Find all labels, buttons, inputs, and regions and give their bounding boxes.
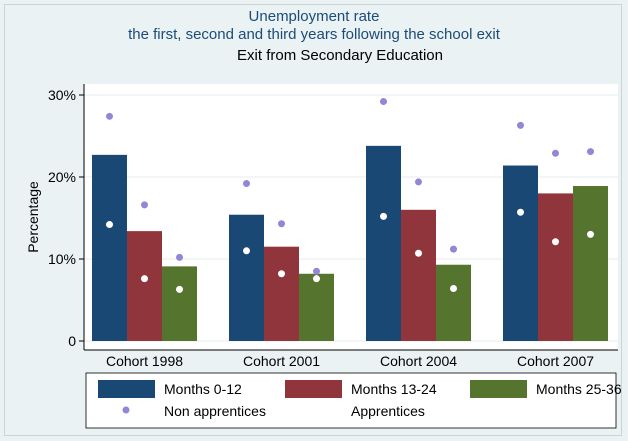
chart-title: Unemployment rate: [249, 8, 380, 25]
bar: [229, 215, 264, 341]
point: [450, 285, 457, 292]
bar: [573, 186, 608, 341]
bar: [366, 146, 401, 341]
bar: [299, 274, 334, 341]
bar: [436, 265, 471, 341]
y-axis-label: Percentage: [25, 181, 41, 253]
x-tick-label: Cohort 1998: [106, 353, 183, 369]
point: [176, 286, 183, 293]
bar: [162, 266, 197, 341]
point: [552, 238, 559, 245]
point: [243, 247, 250, 254]
y-tick-label: 30%: [48, 87, 76, 103]
legend-label: Months 0-12: [164, 381, 242, 397]
x-tick-label: Cohort 2007: [517, 353, 594, 369]
legend-swatch: [470, 380, 527, 398]
point: [587, 148, 594, 155]
bar: [503, 166, 538, 341]
legend-marker: [310, 407, 317, 414]
point: [380, 213, 387, 220]
legend-swatch: [98, 380, 155, 398]
bar: [538, 193, 573, 341]
point: [278, 270, 285, 277]
y-tick-label: 0: [68, 333, 76, 349]
bar: [127, 231, 162, 341]
chart-subtitle: Exit from Secondary Education: [237, 47, 443, 64]
point: [141, 275, 148, 282]
point: [243, 180, 250, 187]
point: [552, 150, 559, 157]
point: [141, 201, 148, 208]
point: [415, 250, 422, 257]
point: [450, 246, 457, 253]
point: [106, 221, 113, 228]
legend-marker: [123, 407, 130, 414]
point: [278, 220, 285, 227]
point: [313, 268, 320, 275]
legend-label: Apprentices: [351, 403, 425, 419]
point: [380, 98, 387, 105]
point: [176, 254, 183, 261]
y-tick-label: 10%: [48, 251, 76, 267]
point: [313, 275, 320, 282]
point: [106, 113, 113, 120]
x-tick-label: Cohort 2001: [243, 353, 320, 369]
point: [517, 122, 524, 129]
legend-label: Months 13-24: [351, 381, 437, 397]
legend-swatch: [285, 380, 342, 398]
legend-label: Non apprentices: [164, 403, 266, 419]
chart-title-line2: the first, second and third years follow…: [128, 26, 501, 43]
bar: [264, 247, 299, 341]
point: [587, 231, 594, 238]
bar: [92, 155, 127, 341]
legend-label: Months 25-36: [536, 381, 622, 397]
y-tick-label: 20%: [48, 169, 76, 185]
bar: [401, 210, 436, 341]
point: [517, 209, 524, 216]
point: [415, 178, 422, 185]
x-tick-label: Cohort 2004: [380, 353, 457, 369]
